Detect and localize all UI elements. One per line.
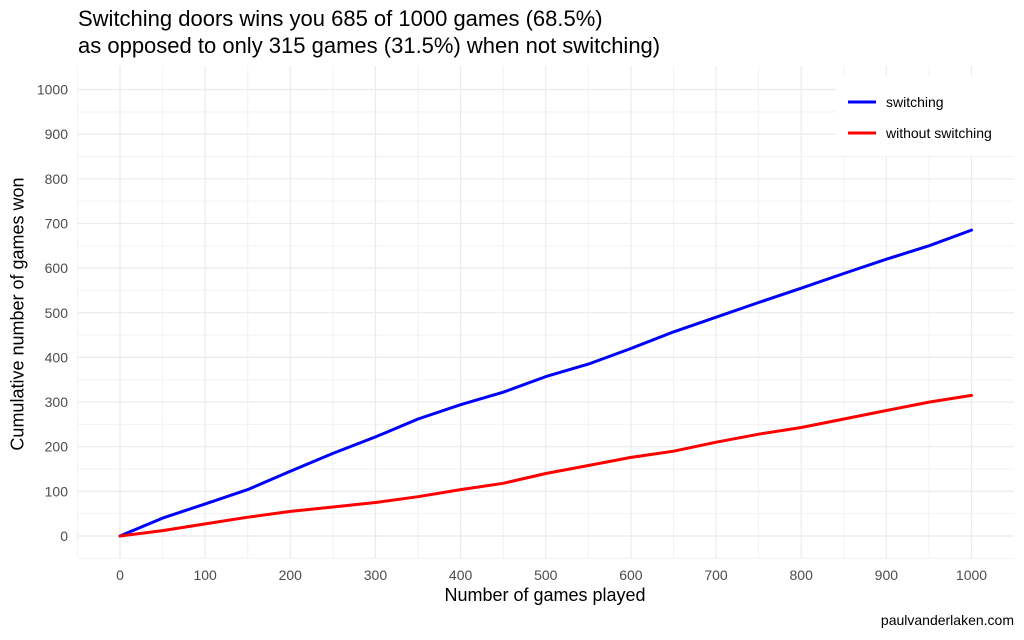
y-tick-label: 100 bbox=[45, 483, 69, 499]
x-tick-label: 400 bbox=[449, 567, 473, 583]
y-axis-label: Cumulative number of games won bbox=[7, 177, 28, 451]
x-tick-label: 700 bbox=[704, 567, 728, 583]
y-tick-label: 500 bbox=[45, 305, 69, 321]
major-gridlines bbox=[78, 66, 1014, 558]
chart-caption: paulvanderlaken.com bbox=[880, 612, 1014, 628]
x-tick-label: 800 bbox=[790, 567, 814, 583]
legend-label-without-switching: without switching bbox=[885, 125, 992, 141]
chart-title: Switching doors wins you 685 of 1000 gam… bbox=[78, 6, 603, 31]
y-axis-ticks: 0 100 200 300 400 500 600 700 800 900 1000 bbox=[37, 82, 68, 545]
series-line-switching bbox=[118, 228, 973, 538]
x-tick-label: 200 bbox=[279, 567, 303, 583]
x-tick-label: 0 bbox=[116, 567, 124, 583]
x-tick-label: 500 bbox=[534, 567, 558, 583]
x-tick-label: 600 bbox=[619, 567, 643, 583]
x-axis-ticks: 0 100 200 300 400 500 600 700 800 900 1000 bbox=[116, 567, 987, 583]
x-tick-label: 300 bbox=[364, 567, 388, 583]
legend: switching without switching bbox=[836, 76, 1016, 156]
chart-subtitle: as opposed to only 315 games (31.5%) whe… bbox=[78, 33, 661, 58]
legend-background bbox=[836, 76, 1016, 156]
y-tick-label: 700 bbox=[45, 215, 69, 231]
series-line-without-switching bbox=[118, 393, 973, 538]
y-tick-label: 900 bbox=[45, 126, 69, 142]
x-tick-label: 100 bbox=[193, 567, 217, 583]
x-tick-label: 1000 bbox=[956, 567, 987, 583]
y-tick-label: 800 bbox=[45, 171, 69, 187]
x-axis-label: Number of games played bbox=[444, 585, 646, 605]
y-tick-label: 300 bbox=[45, 394, 69, 410]
legend-label-switching: switching bbox=[886, 94, 944, 110]
y-tick-label: 200 bbox=[45, 439, 69, 455]
y-tick-label: 0 bbox=[60, 528, 68, 544]
y-tick-label: 1000 bbox=[37, 82, 68, 98]
x-tick-label: 900 bbox=[875, 567, 899, 583]
y-tick-label: 400 bbox=[45, 349, 69, 365]
y-tick-label: 600 bbox=[45, 260, 69, 276]
series-lines bbox=[118, 228, 973, 538]
